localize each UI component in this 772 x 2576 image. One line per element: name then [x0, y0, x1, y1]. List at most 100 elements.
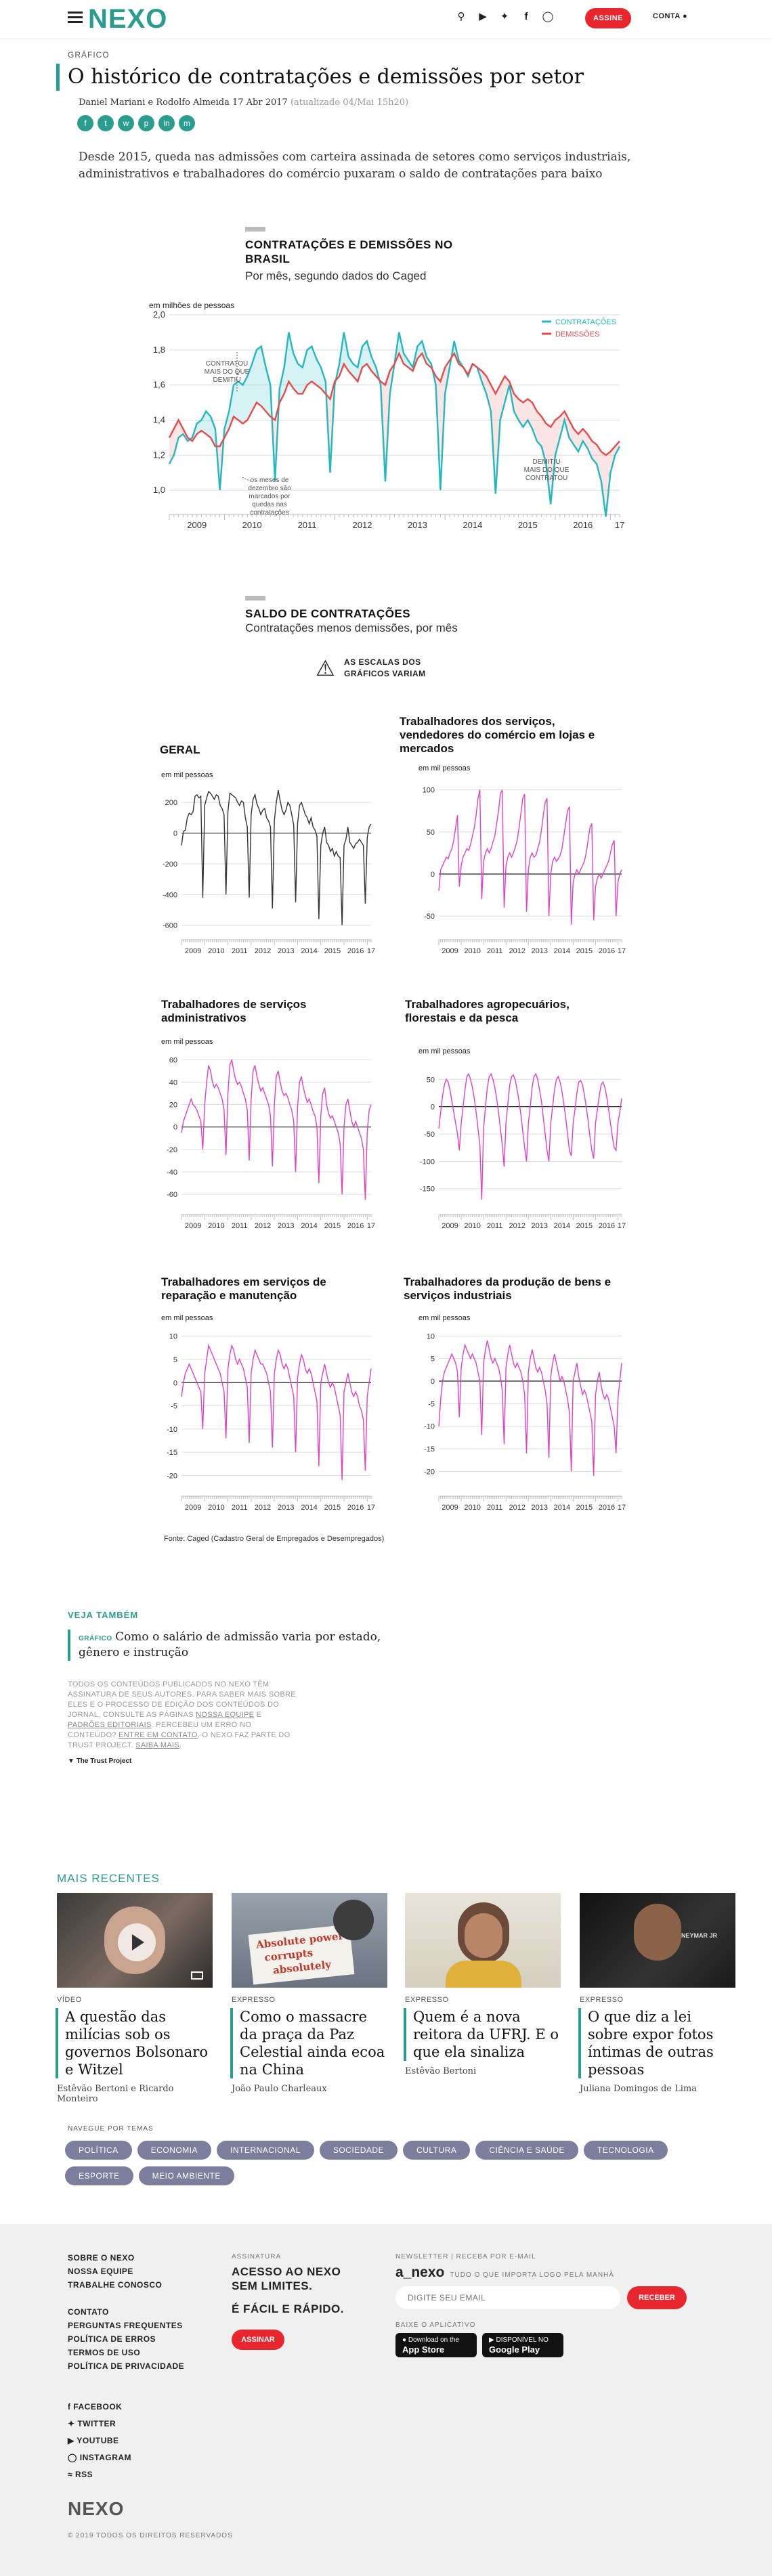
- x-tick-label: 2009: [187, 520, 207, 530]
- article-title: O histórico de contratações e demissões …: [56, 64, 612, 91]
- x-tick-label: 2012: [255, 1504, 271, 1512]
- x-tick-label: 2012: [255, 1222, 271, 1230]
- see-also: VEJA TAMBÉM GRÁFICO Como o salário de ad…: [68, 1610, 406, 1661]
- team-link[interactable]: NOSSA EQUIPE: [196, 1711, 254, 1719]
- footer-link[interactable]: CONTATO: [68, 2305, 184, 2319]
- facebook-icon[interactable]: f: [520, 10, 532, 24]
- facebook-link[interactable]: f FACEBOOK: [68, 2399, 131, 2416]
- chart1-title-line1: CONTRATAÇÕES E DEMISSÕES NO: [245, 238, 453, 251]
- x-tick-label: 17: [618, 947, 626, 955]
- y-tick-label: -15: [167, 1449, 177, 1457]
- pinterest-icon[interactable]: p: [138, 115, 154, 131]
- trust-project-label: The Trust Project: [77, 1758, 132, 1765]
- trust-project-logo[interactable]: ▼ The Trust Project: [68, 1758, 131, 1765]
- apple-icon: ●: [402, 2336, 406, 2344]
- see-also-link[interactable]: GRÁFICO Como o salário de admissão varia…: [68, 1630, 406, 1661]
- site-logo[interactable]: NEXO: [88, 4, 167, 34]
- footer-link[interactable]: SOBRE O NEXO: [68, 2251, 162, 2265]
- x-tick-label: 2010: [208, 947, 224, 955]
- account-link[interactable]: CONTA ●: [653, 12, 687, 20]
- x-tick-label: 2013: [532, 1504, 548, 1512]
- social-label: FACEBOOK: [73, 2402, 122, 2411]
- scale-warning: ⚠ AS ESCALAS DOS GRÁFICOS VARIAM: [316, 655, 465, 682]
- linkedin-icon[interactable]: in: [158, 115, 175, 131]
- chart2-subtitle: Contratações menos demissões, por mês: [245, 621, 458, 635]
- recent-card[interactable]: Absolute power corrupts absolutely EXPRE…: [232, 1893, 387, 2094]
- annotation-text: DEMITIU: [213, 376, 240, 384]
- y-tick-label: 5: [173, 1356, 177, 1364]
- rss-link[interactable]: ≈ RSS: [68, 2466, 131, 2483]
- x-tick-label: 17: [367, 1222, 375, 1230]
- topics-heading: NAVEGUE POR TEMAS: [68, 2125, 154, 2133]
- y-tick-label: 0: [173, 830, 177, 838]
- subscribe-button[interactable]: ASSINE: [585, 8, 631, 28]
- search-icon[interactable]: ⚲: [455, 10, 467, 24]
- y-tick-label: 60: [169, 1056, 177, 1064]
- whatsapp-icon[interactable]: w: [118, 115, 134, 131]
- x-tick-label: 2016: [347, 1222, 364, 1230]
- series-line: [181, 1345, 371, 1480]
- y-tick-label: -60: [167, 1191, 177, 1199]
- footer-link[interactable]: NOSSA EQUIPE: [68, 2265, 162, 2278]
- footer-link[interactable]: TRABALHE CONOSCO: [68, 2278, 162, 2292]
- topic-chip[interactable]: INTERNACIONAL: [217, 2141, 314, 2160]
- contact-link[interactable]: ENTRE EM CONTATO: [119, 1731, 198, 1739]
- twitter-link[interactable]: ✦ TWITTER: [68, 2416, 131, 2432]
- x-tick-label: 2015: [324, 1222, 341, 1230]
- footer-link[interactable]: POLÍTICA DE ERROS: [68, 2332, 184, 2346]
- footer-link[interactable]: POLÍTICA DE PRIVACIDADE: [68, 2359, 184, 2373]
- youtube-icon[interactable]: ▶: [477, 10, 489, 24]
- article-byline: Daniel Mariani e Rodolfo Almeida 17 Abr …: [79, 97, 408, 108]
- trust-project-icon: ▼: [68, 1758, 74, 1765]
- footer-logo[interactable]: NEXO: [68, 2498, 124, 2520]
- play-icon[interactable]: [118, 1923, 156, 1961]
- backdrop-text: NEYMAR JR: [681, 1932, 717, 1939]
- topic-chip[interactable]: SOCIEDADE: [320, 2141, 398, 2160]
- instagram-icon[interactable]: ◯: [542, 10, 554, 24]
- twitter-icon[interactable]: t: [98, 115, 114, 131]
- annotation-text: DEMITIU: [532, 458, 560, 466]
- email-input[interactable]: [395, 2286, 620, 2309]
- x-tick-label: 2011: [487, 1504, 503, 1512]
- x-tick-label: 2013: [532, 947, 548, 955]
- subscribe-footer-button[interactable]: ASSINAR: [232, 2330, 284, 2350]
- topic-chip[interactable]: CIÊNCIA E SAÚDE: [475, 2141, 578, 2160]
- footer-link[interactable]: TERMOS DE USO: [68, 2346, 184, 2359]
- receive-button[interactable]: RECEBER: [627, 2286, 687, 2309]
- editorial-standards-link[interactable]: PADRÕES EDITORIAIS: [68, 1721, 152, 1729]
- recent-card[interactable]: VÍDEO A questão das milícias sob os gove…: [57, 1893, 213, 2104]
- recent-card[interactable]: NEYMAR JR EXPRESSO O que diz a lei sobre…: [580, 1893, 735, 2094]
- twitter-icon[interactable]: ✦: [498, 10, 511, 24]
- topic-chip[interactable]: TECNOLOGIA: [584, 2141, 668, 2160]
- instagram-link[interactable]: ◯ INSTAGRAM: [68, 2449, 131, 2466]
- see-also-kicker: GRÁFICO: [79, 1635, 112, 1642]
- series-line: [181, 1060, 371, 1200]
- youtube-link[interactable]: ▶ YOUTUBE: [68, 2432, 131, 2449]
- chart1-title: CONTRATAÇÕES E DEMISSÕES NO BRASIL: [245, 238, 516, 266]
- warning-line2: GRÁFICOS VARIAM: [344, 669, 426, 678]
- menu-icon[interactable]: [68, 12, 83, 24]
- x-tick-label: 2010: [242, 520, 262, 530]
- topic-chip[interactable]: ESPORTE: [65, 2166, 133, 2185]
- x-tick-label: 2009: [185, 1504, 201, 1512]
- topic-chip[interactable]: MEIO AMBIENTE: [139, 2166, 234, 2185]
- learn-more-link[interactable]: SAIBA MAIS: [135, 1741, 179, 1749]
- annotation-text: quedas nas: [252, 501, 287, 508]
- x-tick-label: 2011: [298, 520, 317, 530]
- google-play-badge[interactable]: ▶ DISPONÍVEL NO Google Play: [482, 2333, 563, 2357]
- topic-chip[interactable]: CULTURA: [403, 2141, 470, 2160]
- facebook-icon[interactable]: f: [77, 115, 93, 131]
- app-store-badge[interactable]: ● Download on the App Store: [395, 2333, 477, 2357]
- topic-chip[interactable]: POLÍTICA: [65, 2141, 132, 2160]
- y-axis-label: em mil pessoas: [419, 764, 471, 772]
- rss-icon: ≈: [68, 2470, 72, 2479]
- card-image: [405, 1893, 561, 1988]
- recent-card[interactable]: EXPRESSO Quem é a nova reitora da UFRJ. …: [405, 1893, 561, 2076]
- messenger-icon[interactable]: m: [179, 115, 195, 131]
- x-tick-label: 2014: [301, 1222, 317, 1230]
- footer-link[interactable]: PERGUNTAS FREQUENTES: [68, 2319, 184, 2332]
- topic-chip[interactable]: ECONOMIA: [137, 2141, 211, 2160]
- article-kicker: GRÁFICO: [68, 50, 110, 60]
- footer-social: f FACEBOOK ✦ TWITTER ▶ YOUTUBE ◯ INSTAGR…: [68, 2399, 131, 2483]
- warning-line1: AS ESCALAS DOS: [344, 657, 421, 667]
